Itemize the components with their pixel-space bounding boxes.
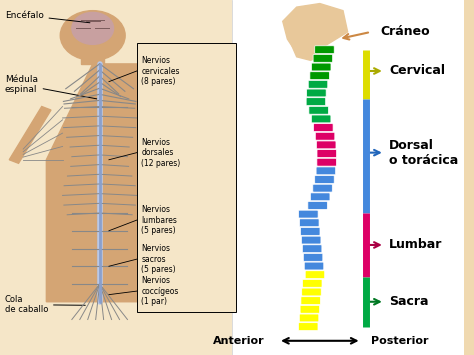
Polygon shape — [46, 64, 162, 302]
FancyBboxPatch shape — [316, 167, 336, 175]
FancyBboxPatch shape — [307, 89, 326, 97]
FancyBboxPatch shape — [302, 288, 321, 296]
Text: Nervios
dorsales
(12 pares): Nervios dorsales (12 pares) — [141, 138, 181, 168]
FancyBboxPatch shape — [300, 305, 319, 313]
FancyBboxPatch shape — [306, 98, 326, 105]
FancyBboxPatch shape — [313, 54, 333, 62]
FancyBboxPatch shape — [301, 236, 321, 244]
FancyBboxPatch shape — [310, 72, 329, 80]
FancyBboxPatch shape — [315, 176, 334, 184]
Polygon shape — [9, 106, 51, 163]
FancyBboxPatch shape — [317, 158, 337, 166]
FancyBboxPatch shape — [303, 253, 323, 261]
FancyBboxPatch shape — [311, 115, 331, 123]
FancyBboxPatch shape — [305, 271, 325, 279]
Bar — [232, 0, 464, 355]
FancyBboxPatch shape — [299, 323, 318, 331]
FancyBboxPatch shape — [313, 184, 332, 192]
Text: Cervical: Cervical — [389, 65, 446, 77]
FancyBboxPatch shape — [300, 219, 319, 227]
Text: Cráneo: Cráneo — [380, 26, 430, 38]
FancyBboxPatch shape — [308, 81, 328, 88]
Text: Dorsal
o torácica: Dorsal o torácica — [389, 139, 459, 166]
FancyBboxPatch shape — [302, 245, 322, 253]
Bar — [81, 46, 104, 64]
Text: Nervios
sacros
(5 pares): Nervios sacros (5 pares) — [141, 244, 176, 274]
FancyBboxPatch shape — [301, 297, 320, 305]
Text: Nervios
coccígeos
(1 par): Nervios coccígeos (1 par) — [141, 276, 179, 306]
Text: Nervios
cervicales
(8 pares): Nervios cervicales (8 pares) — [141, 56, 180, 86]
Text: Sacra: Sacra — [389, 295, 429, 308]
Polygon shape — [153, 106, 185, 163]
FancyBboxPatch shape — [301, 228, 320, 235]
Circle shape — [72, 12, 114, 44]
Bar — [137, 43, 237, 312]
Text: Lumbar: Lumbar — [389, 239, 443, 251]
Text: Anterior: Anterior — [212, 336, 264, 346]
FancyBboxPatch shape — [315, 132, 335, 140]
Text: Encéfalo: Encéfalo — [5, 11, 90, 23]
FancyBboxPatch shape — [314, 124, 333, 131]
FancyBboxPatch shape — [310, 193, 330, 201]
FancyBboxPatch shape — [315, 46, 334, 54]
FancyBboxPatch shape — [317, 141, 336, 149]
FancyBboxPatch shape — [309, 106, 328, 114]
Circle shape — [60, 11, 125, 60]
FancyBboxPatch shape — [308, 202, 328, 209]
FancyBboxPatch shape — [299, 314, 319, 322]
Polygon shape — [292, 46, 320, 60]
Text: Nervios
lumbares
(5 pares): Nervios lumbares (5 pares) — [141, 205, 177, 235]
Text: Posterior: Posterior — [371, 336, 428, 346]
FancyBboxPatch shape — [302, 279, 322, 287]
FancyBboxPatch shape — [311, 63, 331, 71]
FancyBboxPatch shape — [299, 210, 318, 218]
Polygon shape — [283, 4, 347, 46]
Bar — [0, 0, 241, 355]
FancyBboxPatch shape — [304, 262, 324, 270]
Text: Cola
de caballo: Cola de caballo — [5, 295, 85, 315]
Text: Médula
espinal: Médula espinal — [5, 75, 97, 99]
FancyBboxPatch shape — [317, 150, 337, 158]
